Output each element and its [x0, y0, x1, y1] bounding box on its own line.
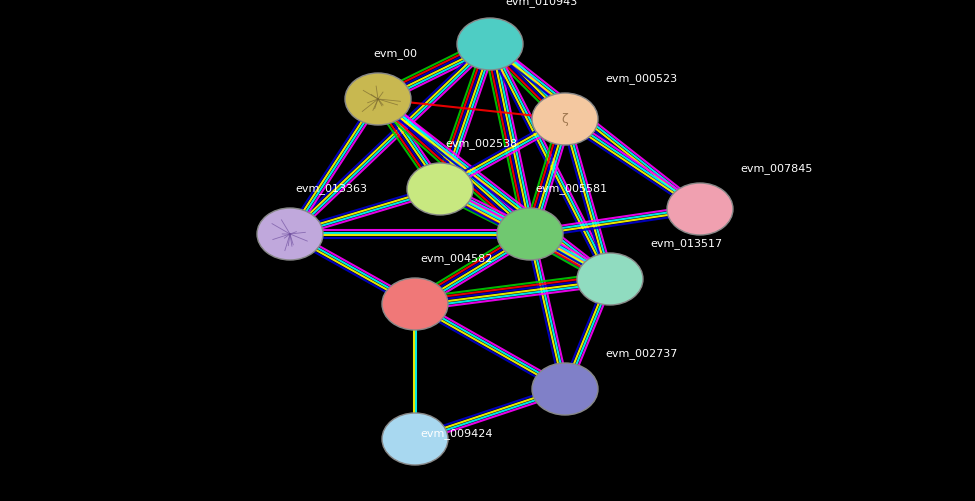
Text: evm_013517: evm_013517: [650, 237, 722, 248]
Text: ζ: ζ: [562, 113, 568, 126]
Ellipse shape: [257, 208, 323, 261]
Text: evm_00: evm_00: [373, 48, 417, 59]
Text: evm_002737: evm_002737: [605, 347, 678, 358]
Ellipse shape: [667, 184, 733, 235]
Ellipse shape: [382, 413, 448, 465]
Ellipse shape: [345, 74, 411, 126]
Text: evm_000523: evm_000523: [605, 73, 677, 84]
Ellipse shape: [457, 19, 523, 71]
Text: evm_004582: evm_004582: [420, 253, 492, 264]
Text: evm_013363: evm_013363: [295, 183, 367, 193]
Text: evm_009424: evm_009424: [420, 427, 492, 438]
Text: evm_007845: evm_007845: [740, 163, 812, 174]
Ellipse shape: [532, 363, 598, 415]
Ellipse shape: [497, 208, 563, 261]
Text: evm_005581: evm_005581: [535, 183, 607, 193]
Ellipse shape: [407, 164, 473, 215]
Ellipse shape: [577, 254, 643, 306]
Text: evm_010943: evm_010943: [505, 0, 577, 7]
Ellipse shape: [382, 279, 448, 330]
Text: evm_002538: evm_002538: [445, 138, 518, 149]
Ellipse shape: [532, 94, 598, 146]
